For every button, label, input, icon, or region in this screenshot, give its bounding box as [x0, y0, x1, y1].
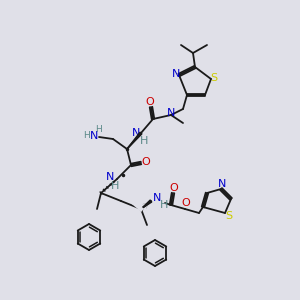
Text: N: N [218, 179, 226, 189]
Text: H: H [111, 181, 119, 191]
Text: H: H [94, 125, 101, 134]
Polygon shape [127, 132, 142, 149]
Text: H: H [160, 200, 168, 210]
Text: N: N [106, 172, 114, 182]
Text: S: S [225, 211, 233, 221]
Text: O: O [146, 97, 154, 107]
Text: S: S [210, 73, 218, 83]
Text: N: N [90, 131, 98, 141]
Text: N: N [132, 128, 140, 138]
Text: O: O [142, 157, 150, 167]
Text: H: H [140, 136, 148, 146]
Text: N: N [167, 108, 175, 118]
Text: N: N [153, 193, 161, 203]
Text: H: H [84, 131, 90, 140]
Polygon shape [141, 200, 152, 209]
Text: O: O [182, 198, 190, 208]
Text: N: N [172, 69, 180, 79]
Text: O: O [169, 183, 178, 193]
